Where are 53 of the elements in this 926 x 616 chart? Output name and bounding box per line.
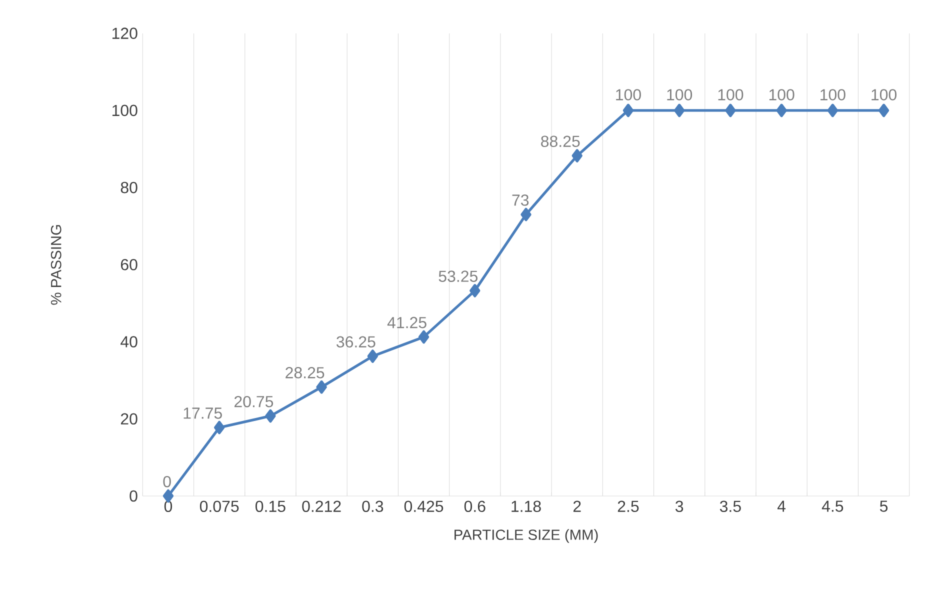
point [878, 104, 890, 118]
data-label: 100 [769, 89, 794, 100]
y-tick-label: 0 [130, 490, 138, 502]
y-tick-label: 120 [112, 28, 138, 39]
point [725, 104, 736, 118]
data-label: 100 [820, 89, 846, 100]
x-tick-label: 4 [777, 500, 786, 512]
x-tick-label: 0.212 [302, 500, 341, 512]
data-label: 53.25 [438, 270, 478, 282]
data-label: 0 [163, 476, 171, 488]
point [316, 380, 327, 394]
data-label: 36.25 [336, 336, 376, 348]
point [827, 104, 838, 118]
x-tick-label: 2 [573, 500, 581, 512]
data-label: 100 [616, 89, 641, 100]
point [674, 104, 685, 118]
data-label: 20.75 [234, 396, 274, 408]
data-label: 17.75 [184, 408, 222, 419]
point [776, 104, 787, 118]
data-label: 100 [667, 89, 692, 100]
data-label: 73 [512, 194, 529, 206]
y-tick-label: 100 [112, 104, 138, 116]
point [162, 489, 174, 503]
y-tick-label: 20 [120, 413, 138, 425]
x-tick-label: 3 [675, 500, 684, 512]
x-tick-label: 2.5 [618, 500, 639, 512]
point [572, 149, 582, 162]
data-label: 88.25 [541, 136, 580, 148]
y-axis-title: % PASSING [50, 225, 62, 305]
y-tick-label: 60 [120, 258, 138, 270]
point [470, 284, 480, 298]
y-tick-label: 40 [120, 336, 138, 348]
x-axis-title: PARTICLE SIZE (MM) [454, 529, 598, 543]
x-tick-label: 0.6 [464, 500, 486, 512]
point [214, 420, 225, 434]
x-tick-label: 0.3 [362, 500, 384, 512]
data-label: 100 [872, 89, 897, 100]
x-tick-label: 5 [880, 500, 888, 512]
x-tick-label: 1.18 [512, 500, 541, 512]
point [367, 350, 378, 363]
point [418, 330, 430, 344]
point [520, 208, 532, 222]
x-tick-label: 0.075 [200, 500, 239, 512]
y-tick-label: 80 [120, 182, 138, 194]
x-tick-label: 0.425 [404, 500, 444, 512]
data-label: 41.25 [387, 316, 426, 328]
point [265, 409, 276, 423]
x-tick-label: 0.15 [256, 500, 286, 512]
x-tick-label: 4.5 [822, 500, 844, 512]
data-label: 28.25 [286, 367, 324, 378]
point [622, 104, 634, 118]
x-tick-label: 3.5 [720, 500, 741, 512]
data-label: 100 [718, 89, 744, 100]
